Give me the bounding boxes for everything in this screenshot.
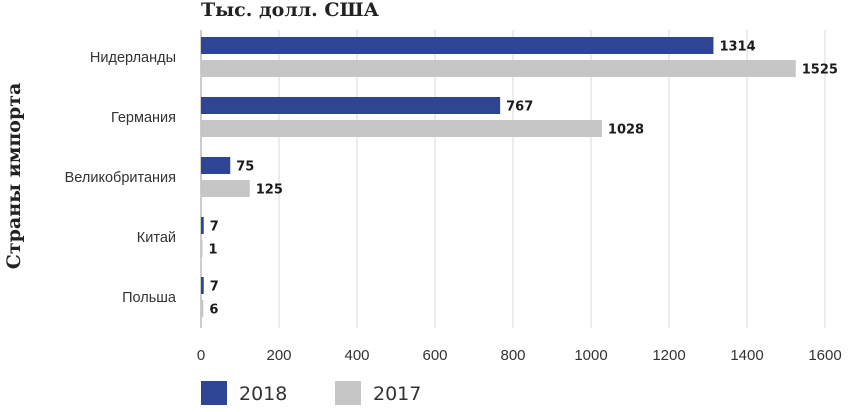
x-tick-label: 1200 [652,347,685,364]
category-label: Китай [137,230,176,246]
data-label: 7 [210,220,219,235]
data-label: 767 [506,100,533,115]
data-label: 1314 [719,40,755,55]
x-tick-label: 200 [266,347,291,364]
chart-title: Тыс. долл. США [201,0,380,21]
bar [201,97,501,114]
data-label: 1028 [608,123,644,138]
x-tick-label: 400 [344,347,369,364]
data-label: 75 [236,160,254,175]
bar [201,180,250,197]
bars [201,37,796,317]
data-label: 1 [209,243,218,258]
bar [201,60,796,77]
legend-label: 2017 [373,383,421,405]
bar [201,240,203,257]
category-label: Польша [122,290,177,306]
bar [201,277,204,294]
bar [201,300,204,317]
data-label: 1525 [802,63,838,78]
bar [201,217,204,234]
grid-lines [200,30,826,328]
data-label: 7 [210,280,219,295]
x-tick-label: 1000 [574,347,607,364]
data-label: 125 [256,183,283,198]
legend-swatch [335,381,361,405]
category-labels: Нидерланды Германия Великобритания Китай Пол… [65,50,177,306]
x-tick-label: 1600 [808,347,841,364]
legend: 2018 2017 [201,381,421,405]
legend-label: 2018 [239,383,287,405]
category-label: Нидерланды [90,50,176,66]
x-tick-label: 0 [197,347,205,364]
x-tick-labels: 0 200 400 600 800 1000 1200 1400 1600 [197,347,842,364]
x-tick-label: 600 [422,347,447,364]
bar [201,37,714,54]
x-tick-label: 800 [500,347,525,364]
y-axis-label: Страны импорта [3,83,25,270]
category-label: Германия [111,110,176,126]
legend-swatch [201,381,227,405]
bar [201,120,602,137]
x-tick-label: 1400 [730,347,763,364]
data-label: 6 [209,303,218,318]
category-label: Великобритания [65,170,176,186]
bar [201,157,231,174]
